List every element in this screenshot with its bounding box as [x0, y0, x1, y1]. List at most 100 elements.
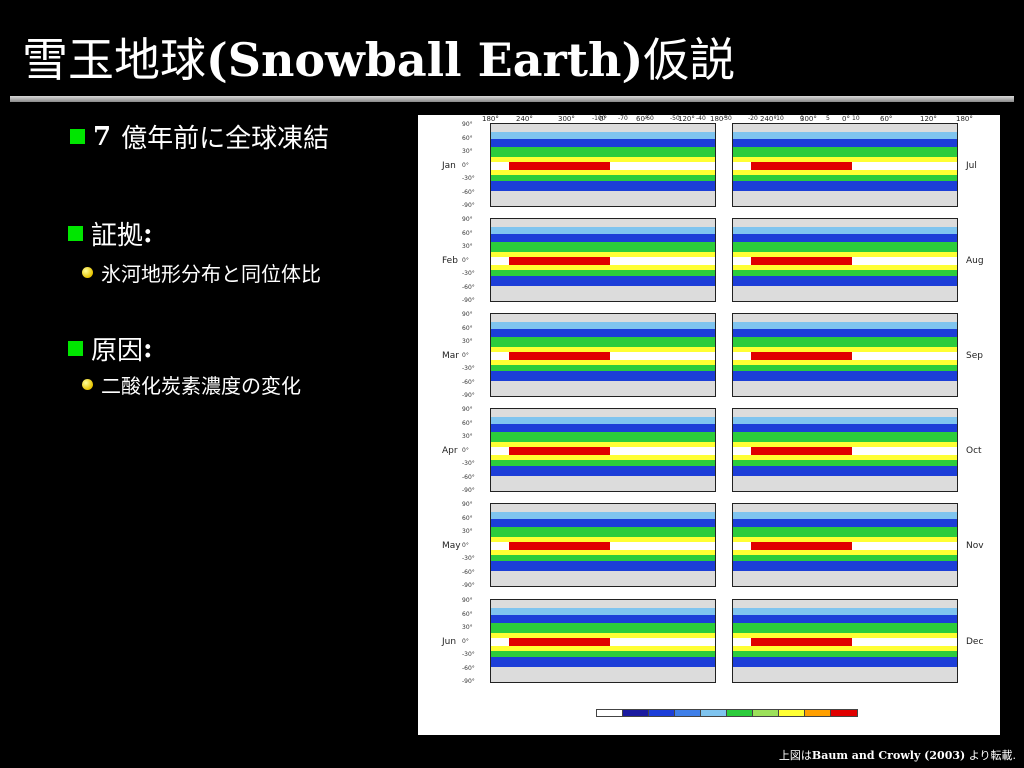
map-color-band: [733, 241, 957, 252]
map-color-band: [733, 526, 957, 537]
colorbar-tick-label: -40: [696, 115, 706, 122]
colorbar-tick-label: -10: [774, 115, 784, 122]
map-color-band: [491, 608, 715, 615]
map-color-band: [733, 138, 957, 147]
colorbar-swatch: [596, 709, 624, 717]
month-label: Mar: [442, 351, 459, 361]
map-color-band: [733, 459, 957, 467]
map-panel-jan: [490, 123, 716, 207]
latitude-tick-label: 30°: [462, 433, 473, 440]
longitude-tick-label: 0°: [842, 115, 850, 123]
map-color-band: [733, 227, 957, 234]
map-color-band: [733, 124, 957, 133]
map-color-band: [733, 409, 957, 418]
longitude-tick-label: 240°: [760, 115, 777, 123]
map-color-band: [491, 431, 715, 442]
bullet-text: 億年前に全球凍結: [121, 124, 330, 154]
longitude-tick-label: 180°: [482, 115, 499, 123]
latitude-tick-label: 30°: [462, 243, 473, 250]
latitude-tick-label: 30°: [462, 624, 473, 631]
latitude-tick-label: -30°: [462, 365, 475, 372]
colorbar-tick-label: -70: [618, 115, 628, 122]
month-label: Oct: [966, 446, 982, 456]
latitude-tick-label: 90°: [462, 216, 473, 223]
map-color-band: [491, 381, 715, 396]
colorbar-swatch: [674, 709, 702, 717]
map-color-band: [491, 650, 715, 658]
map-color-band: [733, 286, 957, 301]
latitude-tick-label: 0°: [462, 541, 469, 549]
latitude-tick-label: -60°: [462, 188, 475, 196]
latitude-tick-label: -90°: [462, 487, 475, 494]
map-color-band: [491, 328, 715, 337]
map-color-band: [733, 146, 957, 157]
map-color-band: [491, 227, 715, 234]
month-label: Feb: [442, 256, 458, 266]
month-label: Aug: [966, 256, 984, 266]
month-label: Apr: [442, 446, 458, 456]
map-color-band: [491, 459, 715, 467]
map-color-band: [733, 314, 957, 323]
latitude-tick-label: -60°: [462, 473, 475, 481]
latitude-tick-label: -60°: [462, 568, 475, 576]
map-panel-jul: [732, 123, 958, 207]
map-color-band: [491, 359, 715, 365]
map-color-band: [491, 409, 715, 418]
map-color-band: [491, 600, 715, 609]
map-color-band: [733, 364, 957, 372]
map-color-band: [491, 174, 715, 182]
map-color-band: [491, 512, 715, 519]
latitude-tick-label: -90°: [462, 582, 475, 589]
map-color-band: [491, 251, 715, 257]
sub-bullet-evidence: 氷河地形分布と同位体比: [82, 258, 321, 287]
map-color-band: [733, 191, 957, 206]
map-color-band: [733, 454, 957, 460]
map-color-band: [491, 561, 715, 572]
map-color-band: [491, 181, 715, 192]
map-color-band: [750, 541, 852, 550]
map-color-band: [733, 614, 957, 623]
map-color-band: [508, 446, 610, 455]
map-color-band: [733, 650, 957, 658]
map-color-band: [733, 371, 957, 382]
latitude-tick-label: 60°: [462, 419, 473, 427]
latitude-tick-label: 60°: [462, 134, 473, 142]
bullet-number: 7: [93, 121, 112, 152]
map-color-band: [733, 322, 957, 329]
map-panel-may: [490, 503, 716, 587]
map-color-band: [491, 219, 715, 228]
bullet-colon: :: [143, 218, 153, 249]
map-color-band: [733, 269, 957, 277]
map-color-band: [491, 364, 715, 372]
map-color-band: [733, 504, 957, 513]
map-color-band: [733, 381, 957, 396]
bullet-text: 原因: [91, 336, 144, 366]
map-color-band: [733, 328, 957, 337]
map-color-band: [508, 541, 610, 550]
latitude-tick-label: 90°: [462, 121, 473, 128]
latitude-tick-label: 0°: [462, 637, 469, 645]
green-square-bullet-icon: [68, 341, 83, 356]
colorbar-swatch: [830, 709, 858, 717]
bullet-snowball-age: 7 億年前に全球凍結: [70, 118, 329, 155]
map-panel-oct: [732, 408, 958, 492]
sub-bullet-cause: 二酸化炭素濃度の変化: [82, 370, 301, 399]
map-color-band: [733, 600, 957, 609]
map-color-band: [733, 645, 957, 651]
map-color-band: [491, 169, 715, 175]
map-color-band: [733, 561, 957, 572]
map-color-band: [733, 251, 957, 257]
map-color-band: [491, 554, 715, 562]
latitude-tick-label: 30°: [462, 528, 473, 535]
map-color-band: [491, 454, 715, 460]
colorbar-tick-label: -60: [644, 115, 654, 122]
map-color-band: [491, 417, 715, 424]
map-color-band: [733, 174, 957, 182]
map-color-band: [733, 632, 957, 638]
map-color-band: [733, 657, 957, 668]
slide-title: 雪玉地球(Snowball Earth)仮説: [22, 24, 735, 90]
map-color-band: [491, 146, 715, 157]
map-color-band: [733, 608, 957, 615]
longitude-tick-label: 300°: [558, 115, 575, 123]
map-color-band: [733, 512, 957, 519]
